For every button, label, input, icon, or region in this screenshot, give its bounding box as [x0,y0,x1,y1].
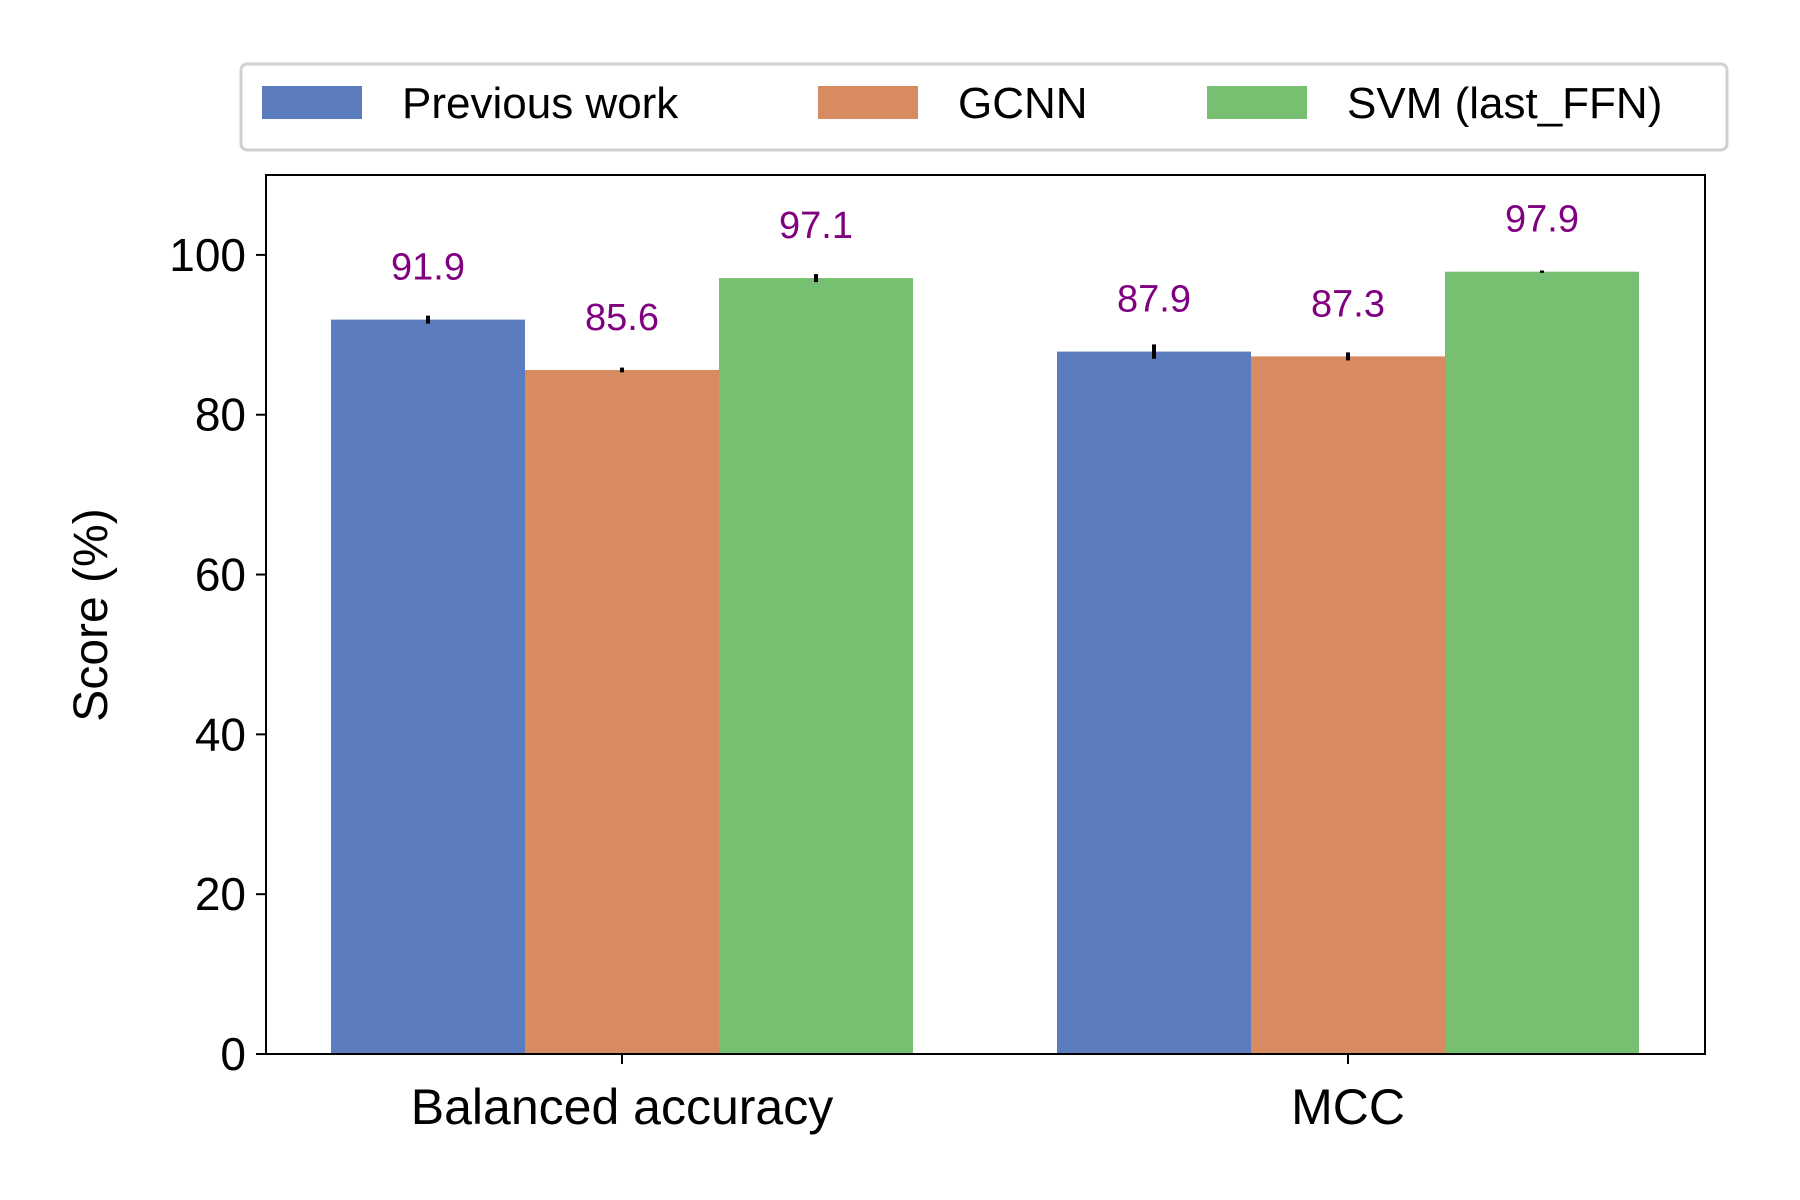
legend-label: Previous work [402,79,679,128]
x-axis: Balanced accuracy MCC [411,1054,1405,1135]
value-label: 97.9 [1505,199,1579,241]
y-axis: 0 20 40 60 80 100 [169,229,266,1080]
legend-swatch [818,86,918,119]
y-tick-label: 100 [169,229,246,281]
value-label: 87.9 [1117,279,1191,321]
bar-previous-work-balanced-accuracy [331,319,525,1054]
error-bars-group [426,270,1544,373]
value-label: 85.6 [585,297,659,339]
x-tick-label: MCC [1291,1079,1405,1135]
legend: Previous work GCNN SVM (last_FFN) [239,62,1729,152]
bar-previous-work-mcc [1057,351,1251,1054]
legend-label: SVM (last_FFN) [1347,79,1662,128]
bars-group [331,271,1639,1055]
legend-swatch [1207,86,1307,119]
value-label: 87.3 [1311,283,1385,325]
legend-label: GCNN [958,79,1088,128]
value-label: 91.9 [391,247,465,289]
bar-svm-last-ffn--mcc [1445,271,1639,1054]
legend-box [239,62,1729,152]
y-tick-label: 0 [220,1028,246,1080]
y-tick-label: 60 [195,549,246,601]
y-axis-label: Score (%) [65,508,118,721]
value-labels-group: 91.9 87.9 85.6 87.3 97.1 97.9 [391,199,1579,339]
y-tick-label: 80 [195,389,246,441]
y-tick-label: 20 [195,868,246,920]
value-label: 97.1 [779,205,853,247]
bar-gcnn-mcc [1251,356,1445,1054]
plot-frame [265,174,1706,1055]
bar-gcnn-balanced-accuracy [525,369,719,1055]
legend-swatch [262,86,362,119]
bar-svm-last-ffn--balanced-accuracy [719,278,913,1054]
x-tick-label: Balanced accuracy [411,1079,833,1135]
y-tick-label: 40 [195,708,246,760]
